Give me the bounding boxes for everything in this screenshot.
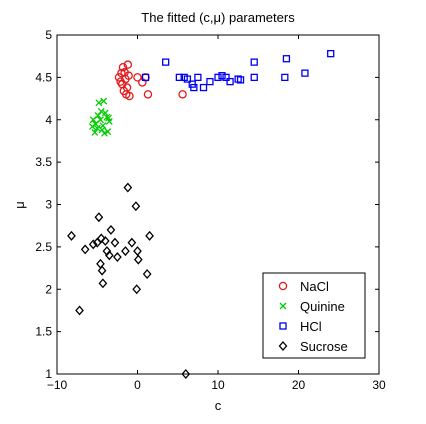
data-point <box>106 224 116 235</box>
data-point <box>218 72 226 80</box>
data-point <box>162 58 170 66</box>
data-point <box>123 60 133 69</box>
data-point <box>142 269 152 279</box>
data-point <box>190 83 198 92</box>
data-point <box>97 265 107 276</box>
y-tick-label: 2 <box>45 282 52 296</box>
chart-title: The fitted (c,μ) parameters <box>141 10 295 25</box>
data-point <box>121 246 130 257</box>
x-tick-label: 10 <box>211 378 225 392</box>
data-point <box>301 69 309 77</box>
data-point <box>88 239 98 250</box>
data-point <box>123 182 133 193</box>
series-quinine <box>88 97 113 137</box>
data-point <box>132 284 142 295</box>
legend-label: NaCl <box>300 279 329 294</box>
data-point <box>206 77 214 86</box>
data-point <box>222 73 230 82</box>
data-point <box>181 369 191 379</box>
y-tick-label: 2.5 <box>35 240 52 254</box>
data-point <box>124 71 133 80</box>
data-point <box>105 114 112 122</box>
data-point <box>89 116 97 124</box>
legend-marker <box>279 302 287 310</box>
data-point <box>98 278 108 289</box>
data-point <box>114 73 124 82</box>
data-point <box>250 73 258 82</box>
data-point <box>100 235 110 246</box>
y-tick-label: 5 <box>45 28 52 42</box>
data-point <box>175 73 184 82</box>
legend-marker <box>278 341 288 351</box>
y-tick-label: 4.5 <box>35 70 52 84</box>
data-point <box>145 230 154 241</box>
legend-marker <box>278 281 288 291</box>
x-tick-label: 30 <box>372 378 386 392</box>
data-point <box>214 73 222 82</box>
data-point <box>113 252 122 263</box>
data-point <box>110 237 120 248</box>
legend: NaCl Quinine HCl Sucrose <box>262 272 366 359</box>
y-tick-label: 1.5 <box>35 325 52 339</box>
data-point <box>75 305 84 316</box>
data-point <box>101 129 108 137</box>
data-point <box>281 73 289 82</box>
legend-label: Sucrose <box>300 339 348 354</box>
data-point <box>80 244 90 255</box>
axis-ticks: −10 0 10 20 30 1 1.5 2 2.5 3 3.5 4 4.5 5 <box>35 28 386 392</box>
data-point <box>133 254 143 265</box>
data-point <box>118 62 128 72</box>
data-point <box>127 237 137 248</box>
data-point <box>67 230 76 241</box>
data-point <box>104 250 114 261</box>
data-point <box>100 97 108 105</box>
legend-label: HCl <box>300 319 322 334</box>
data-point <box>98 126 106 134</box>
y-tick-label: 3.5 <box>35 155 52 169</box>
data-point <box>199 83 208 92</box>
legend-box <box>262 272 366 359</box>
data-point <box>97 107 105 115</box>
data-point <box>96 233 106 244</box>
data-point <box>95 99 103 107</box>
series-sucrose <box>67 182 191 379</box>
data-point <box>94 212 104 223</box>
data-point <box>133 246 142 257</box>
data-point <box>101 109 109 117</box>
data-points <box>67 49 335 379</box>
x-tick-label: 20 <box>292 378 306 392</box>
legend-marker <box>279 322 287 330</box>
x-tick-label: −10 <box>47 378 68 392</box>
data-point <box>236 76 245 84</box>
x-axis-label: c <box>215 398 222 413</box>
data-point <box>327 49 335 58</box>
data-point <box>226 77 234 86</box>
series-hcl <box>141 49 335 92</box>
x-tick-label: 0 <box>134 378 141 392</box>
data-point <box>88 123 96 130</box>
y-tick-label: 3 <box>45 198 52 212</box>
data-point <box>133 73 142 82</box>
data-point <box>141 73 150 82</box>
data-point <box>102 246 112 257</box>
data-point <box>194 73 202 82</box>
data-point <box>117 68 126 78</box>
legend-label: Quinine <box>300 299 345 314</box>
data-point <box>91 129 99 136</box>
data-point <box>178 90 187 99</box>
y-tick-label: 4 <box>45 113 52 127</box>
y-axis-label: μ <box>12 201 27 209</box>
data-point <box>116 77 125 86</box>
data-point <box>250 58 258 66</box>
data-point <box>93 124 101 132</box>
data-point <box>143 90 153 99</box>
y-tick-label: 1 <box>45 367 52 381</box>
data-point <box>183 75 192 83</box>
data-point <box>282 55 291 63</box>
data-point <box>131 201 141 212</box>
data-point <box>125 91 134 101</box>
